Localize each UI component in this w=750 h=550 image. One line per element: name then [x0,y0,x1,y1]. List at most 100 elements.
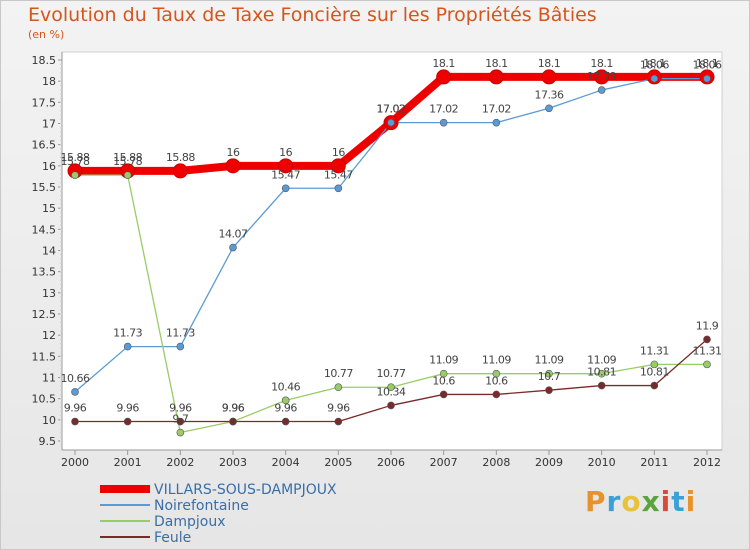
data-point [492,390,501,399]
y-tick-label: 14 [42,245,56,258]
y-tick-label: 16.5 [32,139,57,152]
data-point [650,381,659,390]
data-point [387,401,395,410]
data-point [225,158,241,174]
data-point [492,118,501,127]
x-tick-label: 2007 [430,456,458,469]
data-point [597,86,606,94]
y-tick-label: 16 [42,160,56,173]
data-label: 9.96 [274,402,297,415]
data-point [71,171,79,179]
data-label: 15.88 [166,151,195,164]
data-point [439,118,448,127]
legend-label: Feule [154,530,191,546]
y-tick-label: 14.5 [32,223,57,236]
data-point [334,184,343,193]
data-label: 11.09 [429,354,458,367]
data-point [176,342,185,351]
y-tick-label: 18.5 [32,54,57,67]
data-point [545,386,553,395]
x-tick-label: 2001 [114,456,142,469]
data-label: 10.7 [538,370,561,383]
data-point [650,360,659,369]
data-label: 11.09 [482,354,511,367]
data-point [488,69,504,85]
data-label: 15.47 [324,168,353,181]
data-label: 18.1 [643,57,666,70]
data-label: 9.96 [116,402,139,415]
data-point [703,335,711,344]
data-label: 17.02 [377,103,406,116]
data-label: 11.09 [587,354,616,367]
x-tick-label: 2011 [640,456,668,469]
data-label: 11.73 [113,327,142,340]
data-label: 18.1 [432,57,455,70]
y-tick-label: 17 [42,118,56,131]
data-label: 9.7 [172,413,188,426]
data-label: 18.1 [485,57,508,70]
data-label: 9.96 [222,402,245,415]
data-label: 11.31 [693,344,722,357]
data-point [229,243,237,252]
data-label: 18.06 [693,59,722,72]
x-tick-label: 2004 [272,456,300,469]
data-label: 15.78 [113,155,142,168]
data-label: 17.36 [535,88,564,101]
data-label: 17.79 [587,70,616,83]
x-tick-label: 2002 [166,456,194,469]
data-point [597,381,606,390]
y-tick-label: 13.5 [32,266,57,279]
data-point [123,342,132,351]
data-label: 10.46 [271,380,300,393]
data-point [387,383,395,392]
data-point [492,369,501,378]
data-point [176,428,185,437]
logo-letter: o [621,485,642,518]
data-label: 10.66 [61,372,90,385]
data-point [545,369,553,378]
data-point [278,158,294,174]
logo-letter: r [606,485,622,518]
data-point [330,158,346,174]
data-label: 15.88 [113,151,142,164]
y-tick-label: 12 [42,329,56,342]
y-tick-label: 9.5 [39,435,57,448]
y-tick-label: 11.5 [32,350,57,363]
data-label: 18.06 [640,59,669,72]
data-label: 11.09 [535,354,564,367]
data-point [71,417,79,426]
data-point [703,360,711,369]
x-tick-label: 2006 [377,456,405,469]
y-tick-label: 15.5 [32,181,57,194]
chart-title: Evolution du Taux de Taxe Foncière sur l… [28,4,597,26]
data-label: 18.1 [696,57,719,70]
proxiti-logo: Proxiti [585,485,696,518]
logo-letter: P [585,485,607,518]
data-label: 10.77 [377,367,406,380]
data-label: 14.07 [219,228,248,241]
logo-letter: x [641,485,661,518]
y-tick-label: 13 [42,287,56,300]
data-label: 17.02 [429,103,458,116]
data-point [229,417,237,426]
data-label: 18.1 [538,57,561,70]
data-label: 16 [227,146,240,159]
data-point [334,383,343,392]
x-tick-label: 2012 [693,456,721,469]
data-point [650,74,659,83]
data-point [176,417,185,426]
data-label: 16 [279,146,292,159]
y-tick-label: 10 [42,414,56,427]
data-point [334,417,343,426]
data-point [436,69,452,85]
data-label: 18.1 [590,57,613,70]
data-point [597,369,606,378]
y-tick-label: 10.5 [32,393,57,406]
logo-letter: t [671,485,686,518]
x-tick-label: 2008 [482,456,510,469]
y-tick-label: 18 [42,75,56,88]
data-point [594,69,610,85]
data-point [703,74,711,83]
data-point [71,388,79,396]
